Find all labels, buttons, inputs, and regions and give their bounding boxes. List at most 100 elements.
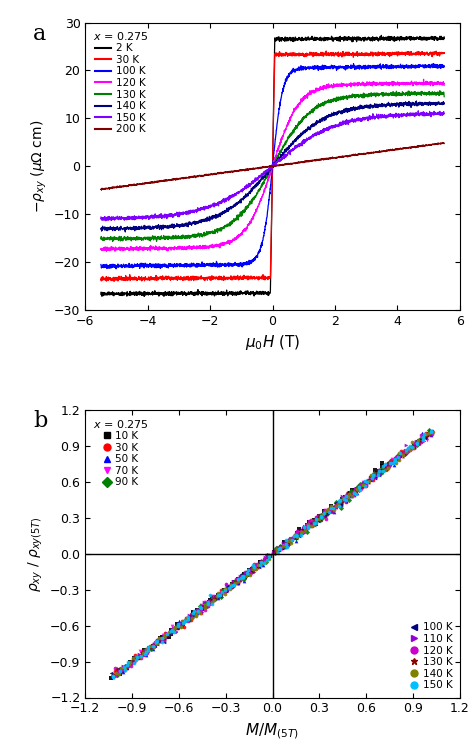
Point (152, 639, 159, 651)
Point (425, 428, 433, 440)
Point (321, 506, 329, 518)
Point (244, 569, 251, 581)
Point (282, 538, 289, 550)
Point (246, 564, 253, 576)
Point (330, 503, 337, 515)
Point (222, 583, 230, 595)
Point (124, 660, 132, 672)
Point (173, 622, 180, 634)
Point (288, 533, 295, 545)
Point (188, 611, 196, 623)
130 K (441, 92, 447, 101)
Point (257, 558, 265, 570)
Point (122, 662, 130, 674)
Point (221, 584, 228, 596)
Point (212, 592, 220, 604)
Point (388, 455, 395, 467)
Point (217, 589, 224, 601)
Point (157, 632, 165, 644)
Point (382, 460, 390, 472)
Point (196, 607, 203, 619)
Point (341, 493, 349, 505)
Point (107, 672, 114, 684)
Point (286, 536, 294, 548)
Point (350, 487, 358, 499)
Point (282, 540, 289, 552)
2 K (256, 287, 262, 296)
Point (128, 656, 136, 668)
Point (172, 621, 179, 633)
Point (370, 470, 377, 482)
Point (413, 439, 421, 451)
Point (115, 668, 123, 680)
Point (359, 477, 367, 489)
Point (327, 502, 335, 514)
Point (406, 443, 414, 455)
Point (154, 634, 162, 646)
Point (299, 526, 306, 538)
Point (326, 506, 333, 518)
Point (378, 464, 385, 476)
Point (241, 570, 248, 582)
Point (213, 590, 221, 602)
Point (149, 640, 157, 652)
140 K (256, 177, 262, 186)
Point (261, 553, 268, 565)
Point (369, 469, 376, 481)
Point (423, 428, 431, 440)
140 K (265, 167, 271, 176)
Point (221, 586, 228, 598)
Point (419, 432, 427, 444)
30 K (369, 49, 374, 58)
Point (164, 629, 171, 641)
Point (343, 488, 351, 500)
Point (228, 578, 236, 590)
Point (117, 665, 125, 677)
Point (213, 590, 221, 602)
Point (280, 540, 288, 552)
Point (190, 608, 197, 620)
Point (230, 577, 237, 589)
Point (259, 556, 267, 568)
Point (194, 606, 201, 618)
Point (204, 601, 211, 613)
Point (160, 634, 168, 646)
Point (273, 544, 280, 556)
Point (415, 435, 423, 447)
Point (308, 519, 315, 531)
Point (299, 524, 307, 536)
Point (296, 527, 304, 539)
Point (110, 670, 118, 682)
Point (410, 442, 418, 454)
Point (167, 625, 174, 637)
Point (419, 433, 427, 445)
Point (392, 451, 400, 463)
Point (154, 635, 161, 647)
Point (254, 560, 262, 572)
Point (178, 620, 185, 632)
Point (236, 572, 243, 584)
Point (199, 600, 207, 612)
Point (316, 514, 324, 526)
Point (302, 523, 310, 535)
Text: a: a (33, 22, 46, 44)
Point (288, 533, 295, 545)
Point (325, 504, 333, 516)
Point (235, 573, 242, 585)
Point (275, 544, 283, 556)
Point (124, 656, 131, 668)
Point (428, 426, 436, 438)
Point (281, 539, 289, 551)
Point (364, 474, 372, 486)
Point (188, 610, 196, 622)
Point (310, 517, 318, 529)
Point (144, 644, 151, 656)
Point (390, 459, 398, 471)
Point (368, 472, 376, 484)
Point (113, 669, 121, 681)
Point (109, 670, 117, 682)
Point (334, 499, 342, 511)
X-axis label: $\mu_0H$ (T): $\mu_0H$ (T) (245, 333, 300, 352)
Point (130, 657, 138, 669)
Point (301, 521, 309, 533)
